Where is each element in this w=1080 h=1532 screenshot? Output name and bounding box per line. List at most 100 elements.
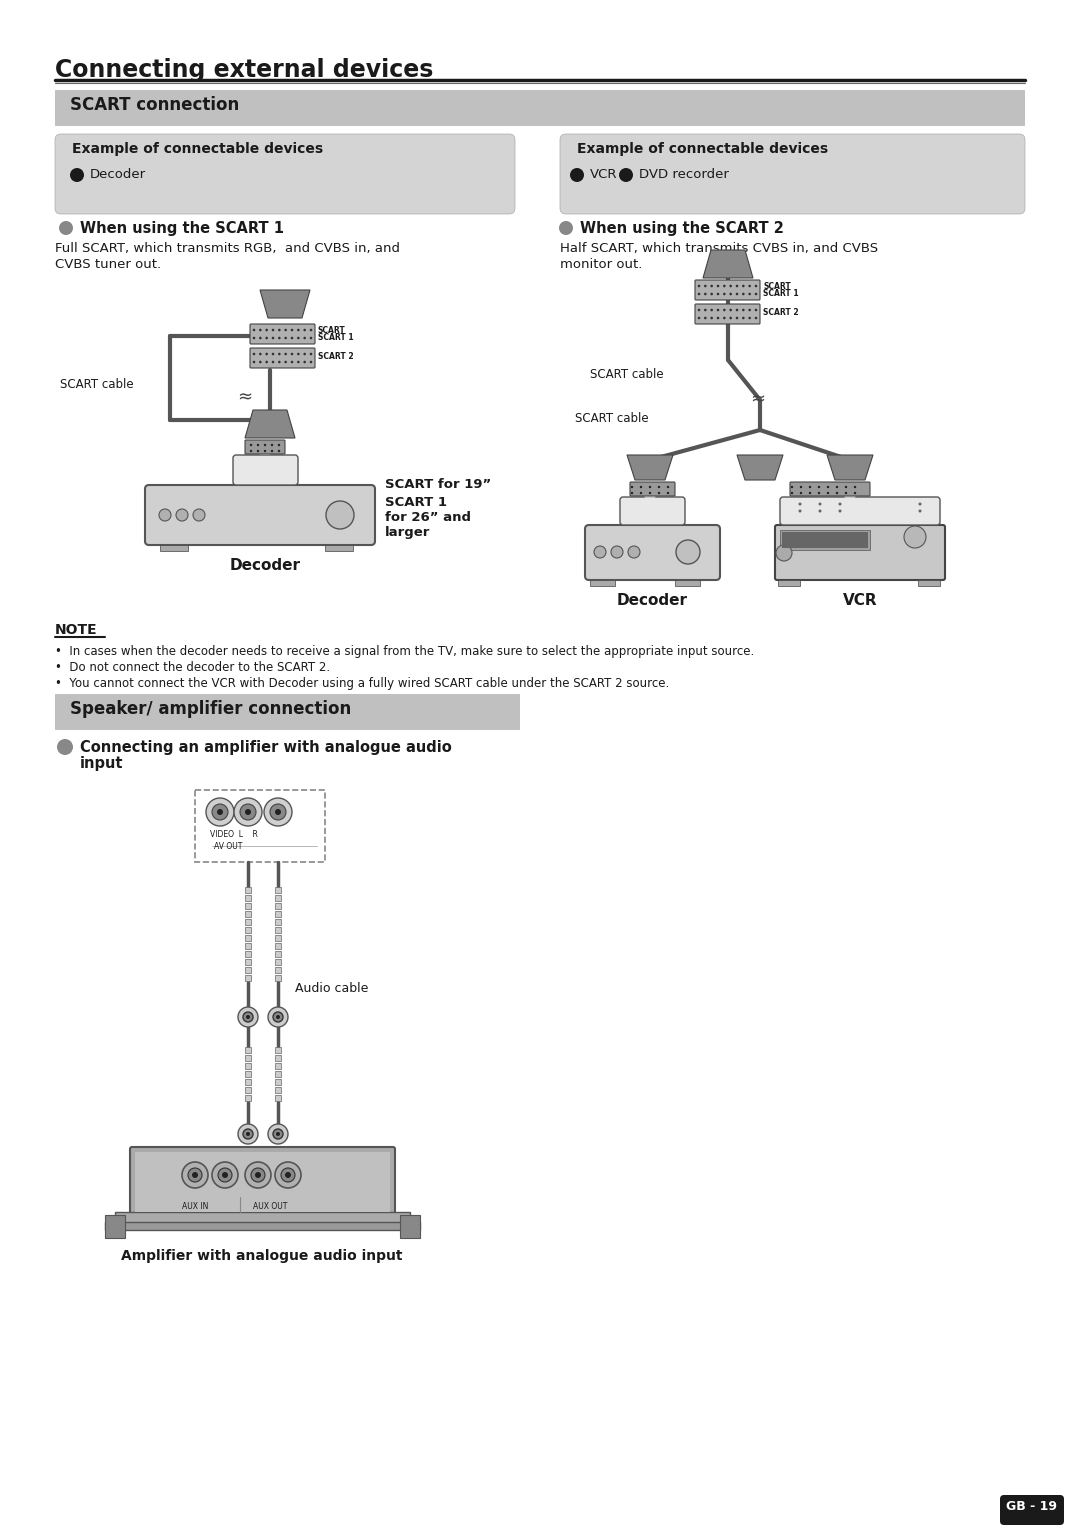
Circle shape xyxy=(285,1172,291,1178)
Bar xyxy=(245,895,251,901)
Bar xyxy=(275,912,281,918)
Text: Example of connectable devices: Example of connectable devices xyxy=(577,142,828,156)
Bar xyxy=(275,935,281,941)
Circle shape xyxy=(246,1132,249,1137)
Bar xyxy=(245,927,251,933)
Bar xyxy=(590,581,615,587)
Circle shape xyxy=(276,1016,280,1019)
Circle shape xyxy=(303,360,306,363)
FancyBboxPatch shape xyxy=(630,483,675,496)
Circle shape xyxy=(742,317,744,319)
Text: SCART 1: SCART 1 xyxy=(762,290,798,299)
Bar xyxy=(105,1215,125,1238)
Bar xyxy=(245,1046,251,1052)
Circle shape xyxy=(704,285,706,288)
Circle shape xyxy=(259,337,261,339)
Circle shape xyxy=(291,352,294,355)
Circle shape xyxy=(711,285,713,288)
Circle shape xyxy=(253,352,255,355)
Circle shape xyxy=(704,309,706,311)
Circle shape xyxy=(570,169,584,182)
Circle shape xyxy=(755,293,757,296)
Bar xyxy=(245,1095,251,1102)
Circle shape xyxy=(257,444,259,446)
Circle shape xyxy=(666,492,670,495)
Circle shape xyxy=(272,352,274,355)
Circle shape xyxy=(238,1124,258,1144)
Circle shape xyxy=(284,337,287,339)
Polygon shape xyxy=(645,489,654,496)
Circle shape xyxy=(310,337,312,339)
Bar xyxy=(400,1215,420,1238)
Circle shape xyxy=(818,486,820,489)
Circle shape xyxy=(255,1172,261,1178)
Circle shape xyxy=(275,809,281,815)
Circle shape xyxy=(742,293,744,296)
Bar xyxy=(275,1063,281,1069)
Bar xyxy=(325,545,353,552)
Circle shape xyxy=(271,450,273,452)
Circle shape xyxy=(854,486,856,489)
Circle shape xyxy=(819,502,822,506)
Circle shape xyxy=(212,804,228,820)
Text: When using the SCART 1: When using the SCART 1 xyxy=(80,221,284,236)
Circle shape xyxy=(303,337,306,339)
Text: •  Do not connect the decoder to the SCART 2.: • Do not connect the decoder to the SCAR… xyxy=(55,660,330,674)
Circle shape xyxy=(594,545,606,558)
Text: Audio cable: Audio cable xyxy=(295,982,368,994)
FancyBboxPatch shape xyxy=(780,496,940,525)
Text: SCART 1: SCART 1 xyxy=(318,332,353,342)
Circle shape xyxy=(291,337,294,339)
Circle shape xyxy=(809,492,811,495)
Text: SCART: SCART xyxy=(762,282,791,291)
Circle shape xyxy=(57,738,73,755)
Circle shape xyxy=(800,486,802,489)
Circle shape xyxy=(845,492,847,495)
Circle shape xyxy=(222,1172,228,1178)
Bar xyxy=(135,1152,390,1212)
Circle shape xyxy=(717,285,719,288)
Circle shape xyxy=(310,352,312,355)
Bar xyxy=(918,581,940,587)
Circle shape xyxy=(836,486,838,489)
Text: AV OUT: AV OUT xyxy=(214,843,242,850)
Bar xyxy=(245,1063,251,1069)
Bar xyxy=(275,959,281,965)
Circle shape xyxy=(193,509,205,521)
Text: Decoder: Decoder xyxy=(617,593,688,608)
Circle shape xyxy=(717,317,719,319)
Circle shape xyxy=(723,309,726,311)
Circle shape xyxy=(800,492,802,495)
Circle shape xyxy=(639,486,643,489)
Circle shape xyxy=(273,1129,283,1138)
FancyBboxPatch shape xyxy=(233,455,298,486)
Circle shape xyxy=(918,502,921,506)
Polygon shape xyxy=(627,455,673,480)
Circle shape xyxy=(649,486,651,489)
Text: Full SCART, which transmits RGB,  and CVBS in, and: Full SCART, which transmits RGB, and CVB… xyxy=(55,242,400,254)
Circle shape xyxy=(217,809,222,815)
Circle shape xyxy=(259,352,261,355)
Circle shape xyxy=(176,509,188,521)
Circle shape xyxy=(748,317,751,319)
Text: Speaker/ amplifier connection: Speaker/ amplifier connection xyxy=(70,700,351,719)
Circle shape xyxy=(704,293,706,296)
FancyBboxPatch shape xyxy=(249,323,315,345)
Circle shape xyxy=(798,510,801,513)
Polygon shape xyxy=(245,411,295,438)
Text: AUX IN: AUX IN xyxy=(181,1203,208,1210)
FancyBboxPatch shape xyxy=(145,486,375,545)
Circle shape xyxy=(59,221,73,234)
Polygon shape xyxy=(260,444,270,453)
Bar xyxy=(275,944,281,948)
FancyBboxPatch shape xyxy=(775,525,945,581)
Circle shape xyxy=(238,1007,258,1026)
Bar xyxy=(195,791,325,863)
Bar xyxy=(55,90,1025,126)
Circle shape xyxy=(243,1129,253,1138)
Circle shape xyxy=(297,329,299,331)
Polygon shape xyxy=(703,250,753,277)
Text: ≈: ≈ xyxy=(237,388,252,406)
Circle shape xyxy=(904,525,926,548)
Circle shape xyxy=(676,539,700,564)
